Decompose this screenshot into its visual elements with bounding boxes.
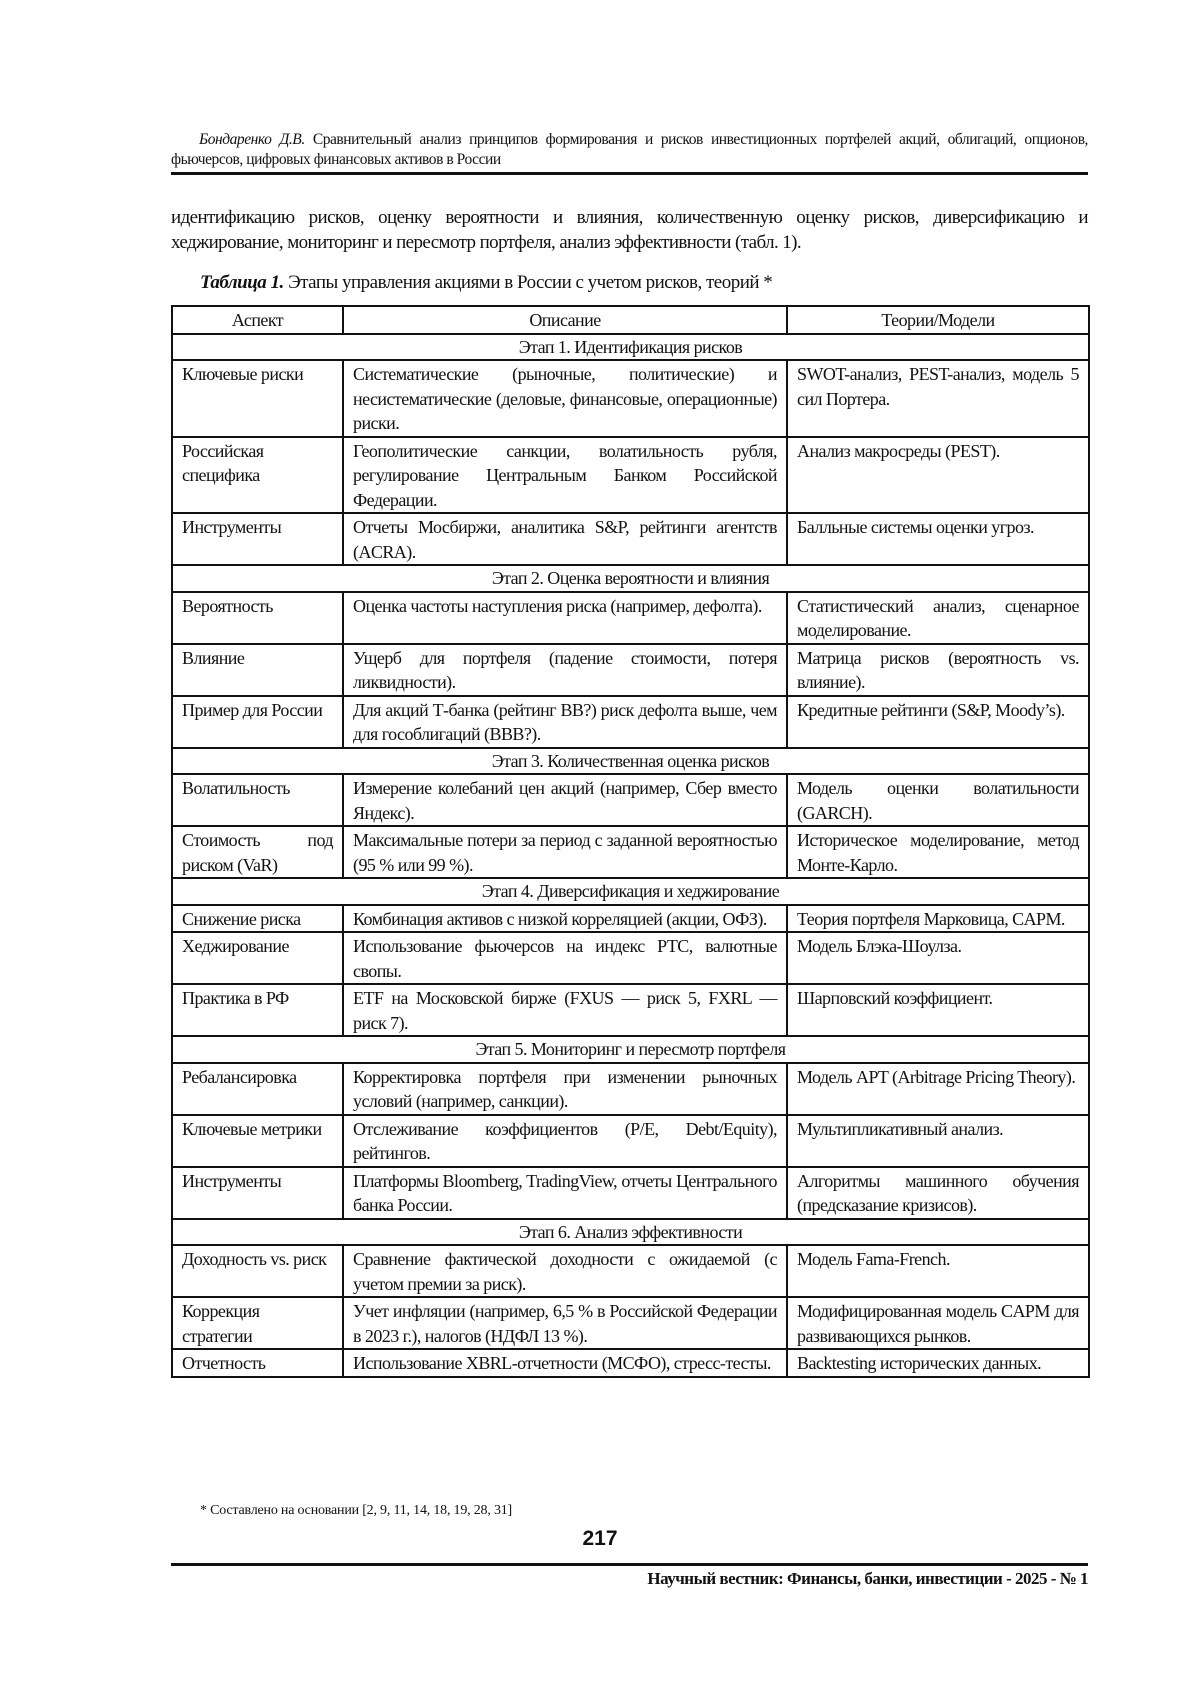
- table-header-row: Аспект Описание Теории/Модели: [171, 305, 1090, 335]
- table-row: Практика в РФ ETF на Московской бирже (FX…: [171, 983, 1090, 1037]
- aspect-cell: Ключевые метрики: [171, 1113, 344, 1168]
- aspect-cell: Практика в РФ: [171, 983, 344, 1037]
- description-cell: Отслеживание коэффициентов (P/E, Debt/Eq…: [342, 1113, 788, 1168]
- stage-title: Этап 2. Оценка вероятности и влияния: [171, 564, 1090, 593]
- description-cell: Измерение колебаний цен акций (например,…: [342, 773, 788, 827]
- aspect-cell: Российская специфика: [171, 435, 344, 514]
- header-description: Описание: [342, 305, 788, 335]
- theories-cell: Анализ макросреды (PEST).: [786, 435, 1090, 514]
- description-cell: Геополитические санкции, волатильность р…: [342, 435, 788, 514]
- description-cell: Сравнение фактической доходности с ожида…: [342, 1244, 788, 1298]
- page-number: 217: [582, 1527, 618, 1550]
- theories-cell: Статистический анализ, сценарное моделир…: [786, 590, 1090, 645]
- stage-row: Этап 2. Оценка вероятности и влияния: [171, 564, 1090, 593]
- header-aspect: Аспект: [171, 305, 344, 335]
- description-cell: Использование фьючерсов на индекс РТС, в…: [342, 931, 788, 985]
- aspect-cell: Волатильность: [171, 773, 344, 827]
- footer-rule: [171, 1563, 1088, 1566]
- header-rule: [171, 172, 1088, 175]
- table-row: Хеджирование Использование фьючерсов на и…: [171, 931, 1090, 985]
- stage-title: Этап 5. Мониторинг и пересмотр портфеля: [171, 1035, 1090, 1064]
- theories-cell: Историческое моделирование, метод Монте-…: [786, 825, 1090, 879]
- table-row: Влияние Ущерб для портфеля (падение стоим…: [171, 642, 1090, 697]
- description-cell: Для акций Т-банка (рейтинг BB?) риск деф…: [342, 694, 788, 749]
- aspect-cell: Инструменты: [171, 512, 344, 566]
- theories-cell: Кредитные рейтинги (S&P, Moody’s).: [786, 694, 1090, 749]
- theories-cell: SWOT-анализ, PEST-анализ, модель 5 сил П…: [786, 359, 1090, 438]
- table-caption-label: Таблица 1.: [200, 272, 284, 293]
- aspect-cell: Инструменты: [171, 1165, 344, 1220]
- description-cell: Корректировка портфеля при изменении рын…: [342, 1061, 788, 1116]
- table-row: Волатильность Измерение колебаний цен акц…: [171, 773, 1090, 827]
- aspect-cell: Вероятность: [171, 590, 344, 645]
- theories-cell: Матрица рисков (вероятность vs. влияние)…: [786, 642, 1090, 697]
- article-title: Сравнительный анализ принципов формирова…: [171, 131, 1088, 168]
- stage-row: Этап 6. Анализ эффективности: [171, 1217, 1090, 1246]
- table-row: Ключевые метрики Отслеживание коэффициент…: [171, 1113, 1090, 1168]
- description-cell: Оценка частоты наступления риска (наприм…: [342, 590, 788, 645]
- stage-row: Этап 1. Идентификация рисков: [171, 332, 1090, 361]
- description-cell: Платформы Bloomberg, TradingView, отчеты…: [342, 1165, 788, 1220]
- table-row: Ребалансировка Корректировка портфеля при…: [171, 1061, 1090, 1116]
- table-footnote: * Составлено на основании [2, 9, 11, 14,…: [200, 1503, 513, 1518]
- aspect-cell: Пример для России: [171, 694, 344, 749]
- aspect-cell: Хеджирование: [171, 931, 344, 985]
- stage-row: Этап 3. Количественная оценка рисков: [171, 746, 1090, 775]
- aspect-cell: Ребалансировка: [171, 1061, 344, 1116]
- theories-cell: Модель оценки волатильности (GARCH).: [786, 773, 1090, 827]
- table-caption-text: Этапы управления акциями в России с учет…: [288, 272, 773, 293]
- aspect-cell: Влияние: [171, 642, 344, 697]
- stage-title: Этап 1. Идентификация рисков: [171, 332, 1090, 361]
- aspect-cell: Снижение риска: [171, 903, 344, 933]
- theories-cell: Модель Блэка-Шоулза.: [786, 931, 1090, 985]
- theories-cell: Алгоритмы машинного обучения (предсказан…: [786, 1165, 1090, 1220]
- aspect-cell: Коррекция стратегии: [171, 1296, 344, 1350]
- running-head: Бондаренко Д.В. Сравнительный анализ при…: [171, 130, 1088, 170]
- risk-management-table: Аспект Описание Теории/Модели Этап 1. Ид…: [171, 305, 1090, 1378]
- table-row: Отчетность Использование XBRL-отчетности …: [171, 1348, 1090, 1378]
- description-cell: Максимальные потери за период с заданной…: [342, 825, 788, 879]
- aspect-cell: Ключевые риски: [171, 359, 344, 438]
- stage-title: Этап 4. Диверсификация и хеджирование: [171, 877, 1090, 906]
- stage-row: Этап 4. Диверсификация и хеджирование: [171, 877, 1090, 906]
- description-cell: Учет инфляции (например, 6,5 % в Российс…: [342, 1296, 788, 1350]
- theories-cell: Мультипликативный анализ.: [786, 1113, 1090, 1168]
- table-row: Пример для России Для акций Т-банка (рейт…: [171, 694, 1090, 749]
- theories-cell: Модель Fama-French.: [786, 1244, 1090, 1298]
- theories-cell: Теория портфеля Марковица, CAPM.: [786, 903, 1090, 933]
- theories-cell: Backtesting исторических данных.: [786, 1348, 1090, 1378]
- table-row: Инструменты Отчеты Мосбиржи, аналитика S&…: [171, 512, 1090, 566]
- description-cell: Комбинация активов с низкой корреляцией …: [342, 903, 788, 933]
- header-theories: Теории/Модели: [786, 305, 1090, 335]
- description-cell: Отчеты Мосбиржи, аналитика S&P, рейтинги…: [342, 512, 788, 566]
- table-row: Российская специфика Геополитические санк…: [171, 435, 1090, 514]
- aspect-cell: Доходность vs. риск: [171, 1244, 344, 1298]
- theories-cell: Шарповский коэффициент.: [786, 983, 1090, 1037]
- table-row: Вероятность Оценка частоты наступления ри…: [171, 590, 1090, 645]
- stage-title: Этап 3. Количественная оценка рисков: [171, 746, 1090, 775]
- aspect-cell: Отчетность: [171, 1348, 344, 1378]
- table-row: Доходность vs. риск Сравнение фактической…: [171, 1244, 1090, 1298]
- description-cell: ETF на Московской бирже (FXUS — риск 5, …: [342, 983, 788, 1037]
- table-row: Инструменты Платформы Bloomberg, TradingV…: [171, 1165, 1090, 1220]
- table-row: Коррекция стратегии Учет инфляции (наприм…: [171, 1296, 1090, 1350]
- author: Бондаренко Д.В.: [199, 131, 305, 148]
- description-cell: Использование XBRL-отчетности (МСФО), ст…: [342, 1348, 788, 1378]
- description-cell: Систематические (рыночные, политические)…: [342, 359, 788, 438]
- table-row: Снижение риска Комбинация активов с низко…: [171, 903, 1090, 933]
- table-row: Стоимость под риском (VaR) Максимальные п…: [171, 825, 1090, 879]
- theories-cell: Балльные системы оценки угроз.: [786, 512, 1090, 566]
- theories-cell: Модель APT (Arbitrage Pricing Theory).: [786, 1061, 1090, 1116]
- journal-name: Научный вестник: Финансы, банки, инвести…: [647, 1569, 1088, 1588]
- description-cell: Ущерб для портфеля (падение стоимости, п…: [342, 642, 788, 697]
- aspect-cell: Стоимость под риском (VaR): [171, 825, 344, 879]
- stage-title: Этап 6. Анализ эффективности: [171, 1217, 1090, 1246]
- theories-cell: Модифицированная модель CAPM для развива…: [786, 1296, 1090, 1350]
- body-paragraph: идентификацию рисков, оценку вероятности…: [171, 207, 1089, 253]
- stage-row: Этап 5. Мониторинг и пересмотр портфеля: [171, 1035, 1090, 1064]
- table-caption: Таблица 1. Этапы управления акциями в Ро…: [200, 272, 773, 294]
- table-row: Ключевые риски Систематические (рыночные,…: [171, 359, 1090, 438]
